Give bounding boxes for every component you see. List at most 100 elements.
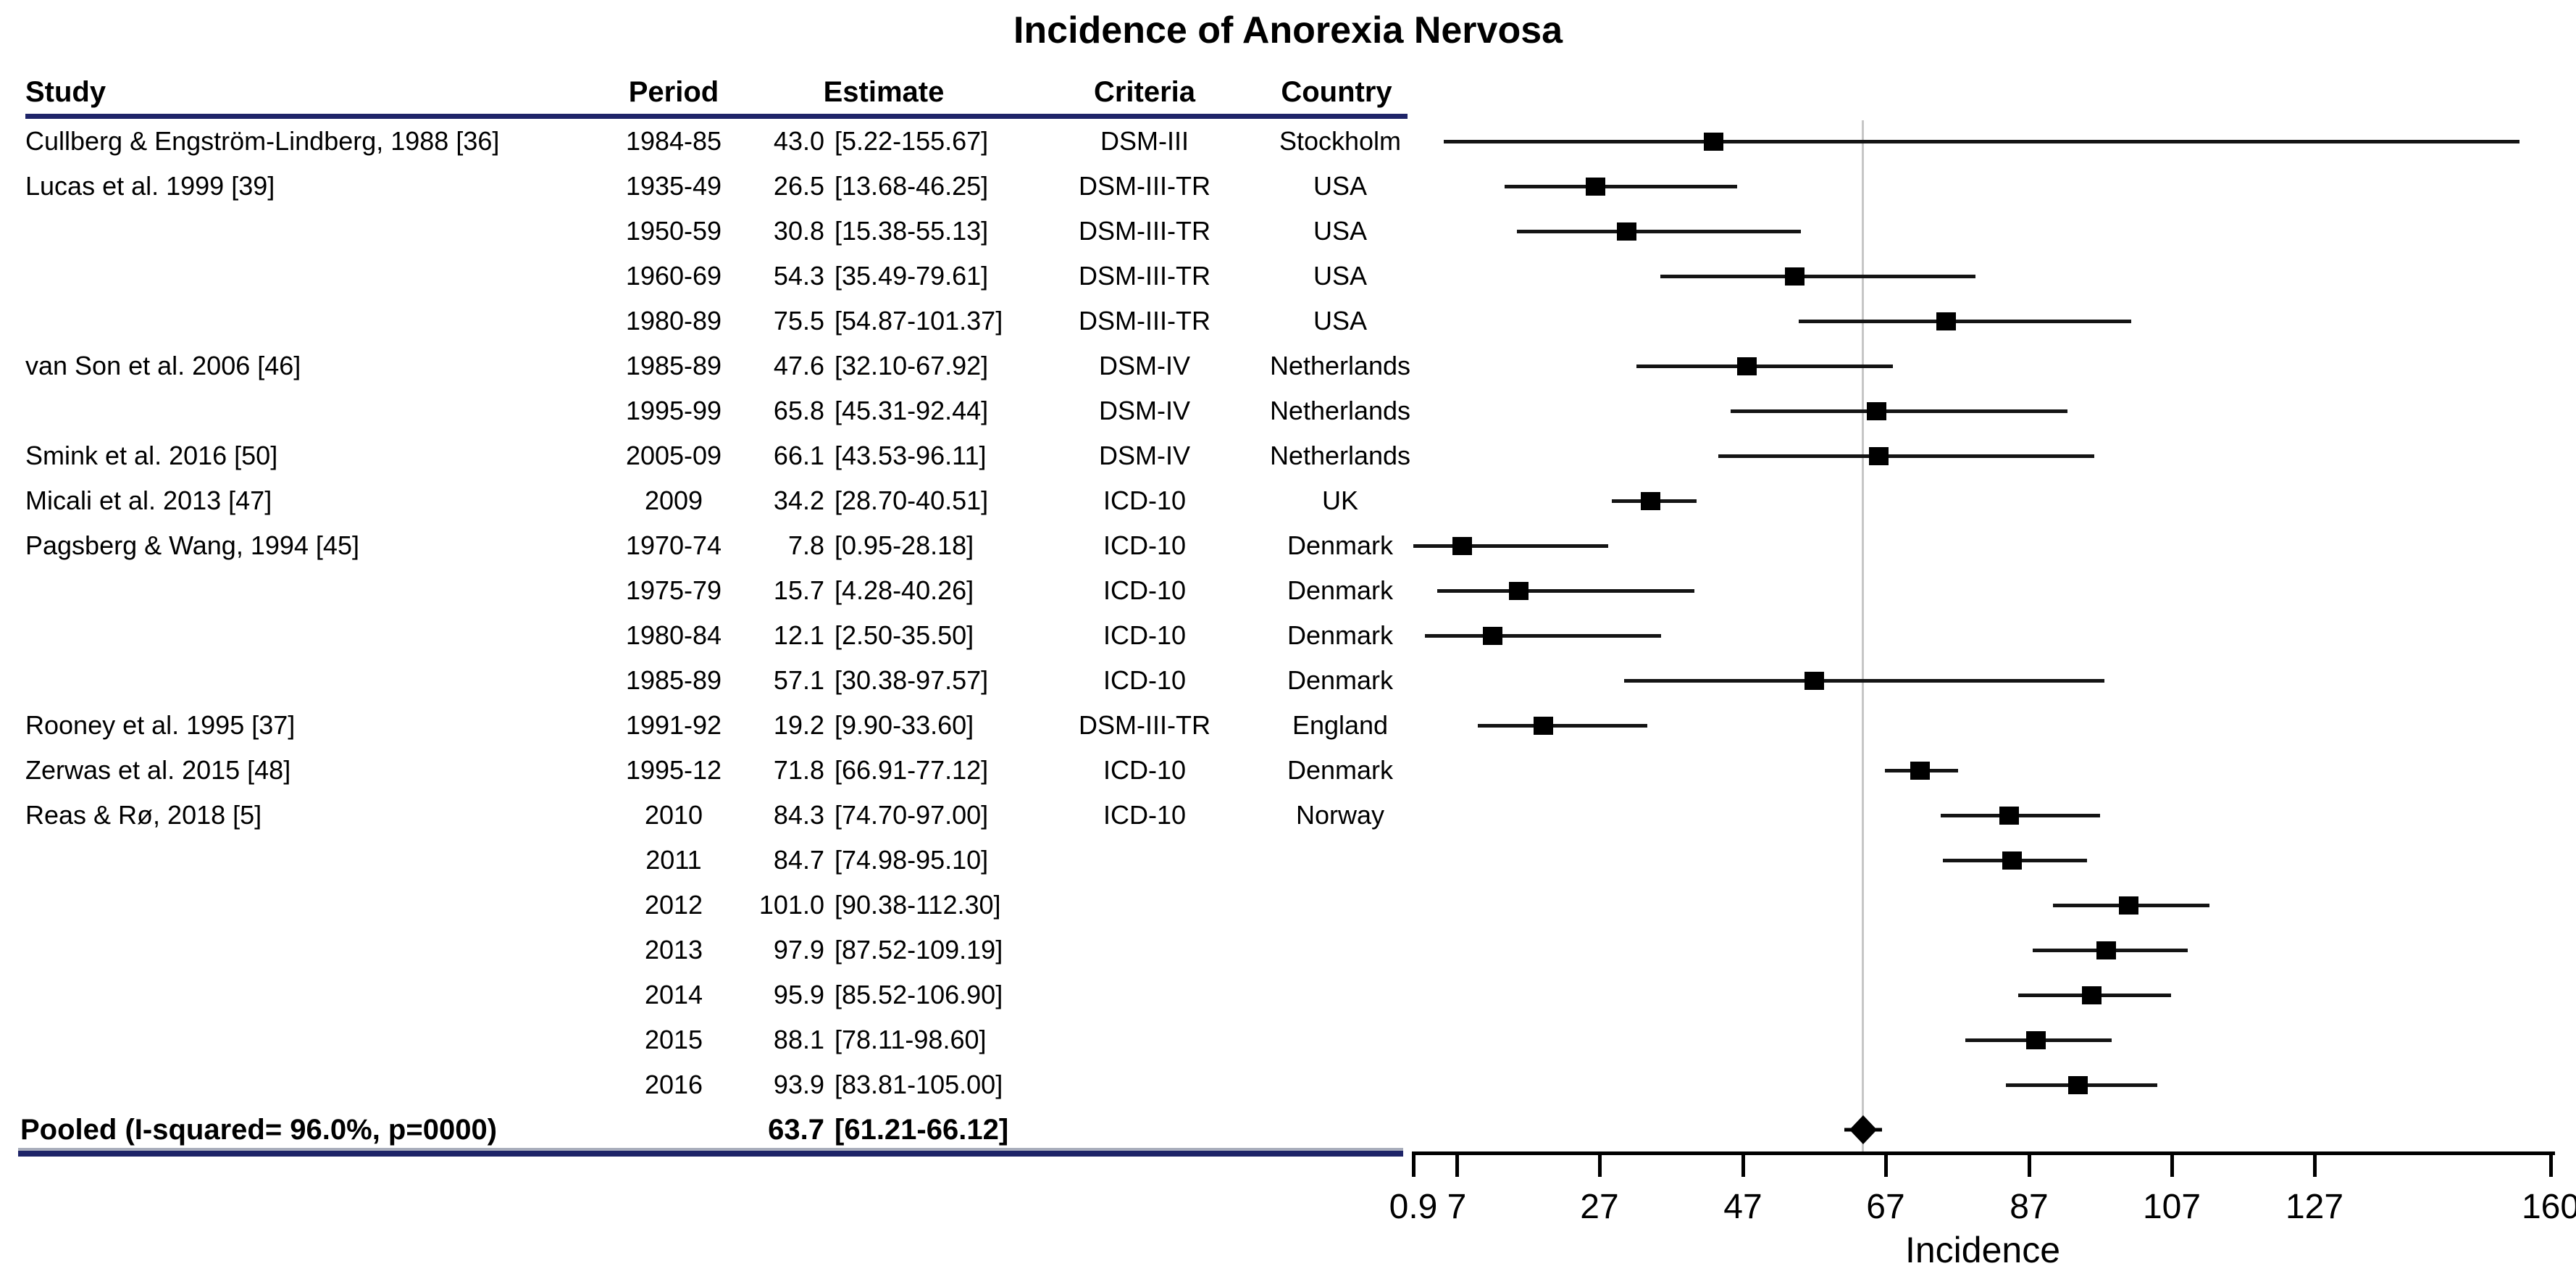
country-cell: Stockholm	[1279, 126, 1402, 156]
estimate-value-cell: 75.5	[773, 306, 824, 336]
country-cell: Denmark	[1287, 530, 1394, 560]
estimate-value-cell: 7.8	[787, 530, 824, 560]
estimate-ci-cell: [0.95-28.18]	[835, 530, 974, 560]
estimate-marker	[2082, 986, 2102, 1004]
x-axis-tick	[2313, 1151, 2317, 1177]
estimate-ci-cell: [15.38-55.13]	[835, 216, 989, 246]
estimate-ci-cell: [5.22-155.67]	[835, 126, 989, 156]
estimate-marker	[2068, 1076, 2088, 1094]
ci-line	[1437, 589, 1694, 593]
column-header-study: Study	[25, 76, 106, 108]
estimate-ci-cell: [85.52-106.90]	[835, 980, 1003, 1009]
study-label: Micali et al. 2013 [47]	[25, 486, 272, 515]
pooled-estimate-value: 63.7	[768, 1114, 824, 1146]
country-cell: UK	[1321, 486, 1358, 515]
estimate-marker	[1534, 717, 1553, 735]
estimate-value-cell: 12.1	[773, 620, 824, 650]
x-axis-tick-label: 127	[2285, 1188, 2344, 1226]
x-axis-tick	[2549, 1151, 2553, 1177]
period-cell: 1980-84	[625, 620, 722, 650]
chart-title: Incidence of Anorexia Nervosa	[1013, 9, 1563, 51]
x-axis-tick-label: 87	[2010, 1188, 2049, 1226]
study-label: van Son et al. 2006 [46]	[25, 351, 301, 380]
country-cell: USA	[1313, 261, 1368, 291]
header-underline	[25, 114, 1408, 119]
criteria-cell: ICD-10	[1103, 530, 1187, 560]
period-cell: 1980-89	[625, 306, 722, 336]
study-label: Rooney et al. 1995 [37]	[25, 710, 296, 740]
criteria-cell: ICD-10	[1103, 486, 1187, 515]
x-axis-tick	[2028, 1151, 2031, 1177]
estimate-ci-cell: [2.50-35.50]	[835, 620, 974, 650]
ci-line	[1718, 454, 2094, 458]
country-cell: Netherlands	[1269, 441, 1411, 470]
country-cell: USA	[1313, 216, 1368, 246]
period-cell: 1995-12	[625, 755, 722, 785]
estimate-marker	[1869, 447, 1889, 465]
ci-line	[1425, 634, 1661, 638]
estimate-ci-cell: [9.90-33.60]	[835, 710, 974, 740]
estimate-value-cell: 19.2	[773, 710, 824, 740]
ci-line	[1941, 814, 2100, 817]
country-cell: England	[1292, 710, 1389, 740]
estimate-value-cell: 30.8	[773, 216, 824, 246]
period-cell: 1985-89	[625, 665, 722, 695]
period-cell: 2015	[644, 1025, 703, 1054]
x-axis-tick-label: 67	[1866, 1188, 1905, 1226]
study-label: Cullberg & Engström-Lindberg, 1988 [36]	[25, 126, 500, 156]
estimate-ci-cell: [90.38-112.30]	[835, 890, 1001, 920]
estimate-marker	[1910, 762, 1930, 780]
estimate-value-cell: 34.2	[773, 486, 824, 515]
ci-line	[1444, 140, 2519, 143]
period-cell: 2014	[644, 980, 703, 1009]
x-axis-tick-label: 107	[2142, 1188, 2201, 1226]
estimate-value-cell: 95.9	[773, 980, 824, 1009]
estimate-marker	[1867, 402, 1886, 420]
criteria-cell: DSM-III-TR	[1079, 216, 1210, 246]
x-axis-tick	[1598, 1151, 1602, 1177]
x-axis-tick	[1741, 1151, 1745, 1177]
period-cell: 2009	[644, 486, 703, 515]
column-header-criteria: Criteria	[1093, 76, 1196, 108]
estimate-ci-cell: [78.11-98.60]	[835, 1025, 987, 1054]
estimate-value-cell: 65.8	[773, 396, 824, 425]
ci-line	[1413, 544, 1608, 548]
country-cell: Denmark	[1287, 575, 1394, 605]
estimate-marker	[1805, 672, 1824, 690]
estimate-marker	[1737, 357, 1757, 375]
period-cell: 1985-89	[625, 351, 722, 380]
estimate-ci-cell: [87.52-109.19]	[835, 935, 1003, 965]
x-axis-tick-label: 47	[1723, 1188, 1762, 1226]
estimate-marker	[1999, 807, 2019, 825]
estimate-value-cell: 93.9	[773, 1070, 824, 1099]
country-cell: Netherlands	[1269, 396, 1411, 425]
period-cell: 1991-92	[625, 710, 722, 740]
ci-line	[1624, 679, 2104, 683]
estimate-ci-cell: [45.31-92.44]	[835, 396, 989, 425]
country-cell: USA	[1313, 306, 1368, 336]
pooled-diamond	[1844, 1115, 1882, 1144]
estimate-value-cell: 97.9	[773, 935, 824, 965]
estimate-marker	[1936, 312, 1956, 330]
criteria-cell: ICD-10	[1103, 575, 1187, 605]
estimate-marker	[2119, 896, 2138, 915]
estimate-ci-cell: [83.81-105.00]	[835, 1070, 1003, 1099]
x-axis-tick	[2170, 1151, 2174, 1177]
estimate-value-cell: 66.1	[773, 441, 824, 470]
estimate-ci-cell: [54.87-101.37]	[835, 306, 1003, 336]
country-cell: Denmark	[1287, 665, 1394, 695]
period-cell: 2013	[644, 935, 703, 965]
estimate-value-cell: 84.3	[773, 800, 824, 830]
estimate-marker	[1617, 222, 1636, 241]
x-axis-tick-label: 27	[1580, 1188, 1619, 1226]
estimate-value-cell: 43.0	[773, 126, 824, 156]
pooled-separator-navy	[18, 1151, 1403, 1157]
study-label: Reas & Rø, 2018 [5]	[25, 800, 262, 830]
estimate-marker	[1509, 582, 1529, 600]
estimate-ci-cell: [32.10-67.92]	[835, 351, 989, 380]
pooled-separator-gray	[18, 1148, 1403, 1151]
x-axis-tick	[1412, 1151, 1415, 1177]
estimate-value-cell: 71.8	[773, 755, 824, 785]
x-axis-tick-label: 160	[2521, 1188, 2576, 1226]
